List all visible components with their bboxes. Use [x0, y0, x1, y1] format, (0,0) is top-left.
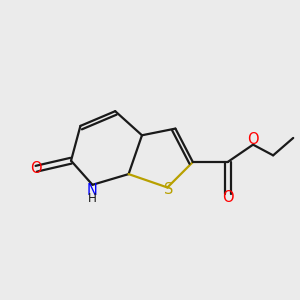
Text: O: O [30, 161, 42, 176]
Text: O: O [222, 190, 233, 205]
Text: N: N [87, 183, 98, 198]
Text: S: S [164, 182, 173, 197]
Text: H: H [87, 192, 96, 205]
Text: O: O [247, 132, 259, 147]
